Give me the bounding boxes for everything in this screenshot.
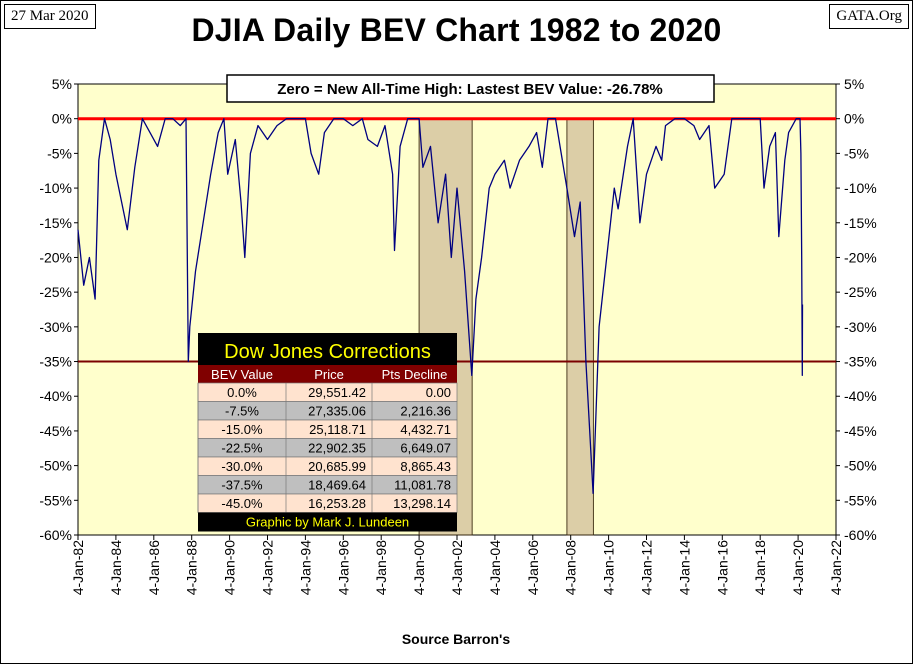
x-tick-label: 4-Jan-82: [70, 540, 86, 595]
y-tick-label-right: 5%: [844, 76, 864, 92]
table-cell: 0.00: [426, 385, 451, 400]
annotation-text: Zero = New All-Time High: Lastest BEV Va…: [277, 81, 663, 98]
table-title: Dow Jones Corrections: [224, 341, 431, 363]
chart-title: DJIA Daily BEV Chart 1982 to 2020: [191, 12, 722, 48]
table-cell: 18,469.64: [308, 478, 366, 493]
y-tick-label-right: -30%: [844, 319, 877, 335]
y-tick-label-right: -25%: [844, 284, 877, 300]
x-tick-label: 4-Jan-20: [790, 540, 806, 595]
y-tick-label-right: -15%: [844, 215, 877, 231]
table-cell: 6,649.07: [400, 441, 451, 456]
site-label: GATA.Org: [829, 4, 909, 29]
x-tick-label: 4-Jan-94: [297, 540, 313, 595]
table-cell: -30.0%: [221, 459, 263, 474]
y-tick-label-right: -20%: [844, 249, 877, 265]
y-tick-label-right: -40%: [844, 388, 877, 404]
x-tick-label: 4-Jan-16: [714, 540, 730, 595]
y-tick-label-right: -60%: [844, 527, 877, 543]
table-cell: 29,551.42: [308, 385, 366, 400]
y-tick-label: 0%: [52, 111, 72, 127]
y-tick-label: 5%: [52, 76, 72, 92]
table-footer: Graphic by Mark J. Lundeen: [246, 515, 409, 530]
table-cell: 25,118.71: [309, 422, 366, 437]
table-cell: 11,081.78: [394, 478, 451, 493]
table-header-cell: Price: [314, 367, 344, 382]
y-tick-label: -35%: [39, 354, 72, 370]
x-tick-label: 4-Jan-98: [373, 540, 389, 595]
y-tick-label: -50%: [39, 458, 72, 474]
x-tick-label: 4-Jan-12: [639, 540, 655, 595]
x-tick-label: 4-Jan-84: [108, 540, 124, 595]
x-tick-label: 4-Jan-08: [563, 540, 579, 595]
table-cell: 16,253.28: [308, 496, 366, 511]
x-tick-label: 4-Jan-18: [752, 540, 768, 595]
x-tick-label: 4-Jan-06: [525, 540, 541, 595]
x-tick-label: 4-Jan-04: [487, 540, 503, 595]
x-tick-label: 4-Jan-88: [184, 540, 200, 595]
y-tick-label-right: -55%: [844, 492, 877, 508]
x-axis-label: Source Barron's: [402, 631, 511, 647]
table-cell: -15.0%: [221, 422, 263, 437]
y-tick-label: -40%: [39, 388, 72, 404]
x-tick-label: 4-Jan-10: [601, 540, 617, 595]
y-tick-label: -5%: [47, 145, 72, 161]
x-tick-label: 4-Jan-14: [676, 540, 692, 595]
y-tick-label-right: 0%: [844, 111, 864, 127]
table-cell: -7.5%: [225, 404, 259, 419]
x-tick-label: 4-Jan-92: [260, 540, 276, 595]
y-tick-label-right: -5%: [844, 145, 869, 161]
bev-series-line: [77, 118, 804, 495]
table-header-row: [198, 365, 457, 383]
date-label: 27 Mar 2020: [4, 4, 96, 29]
y-tick-label: -30%: [39, 319, 72, 335]
table-footer-bar: [198, 512, 457, 532]
y-tick-label: -15%: [39, 215, 72, 231]
table-cell: 27,335.06: [308, 404, 366, 419]
table-cell: 13,298.14: [393, 496, 451, 511]
table-cell: -45.0%: [221, 496, 263, 511]
table-cell: 0.0%: [227, 385, 257, 400]
y-tick-label-right: -45%: [844, 423, 877, 439]
corrections-table: Dow Jones Corrections BEV Value Price Pts D…: [197, 333, 458, 532]
x-tick-label: 4-Jan-22: [828, 540, 844, 595]
x-tick-label: 4-Jan-00: [411, 540, 427, 595]
annotation-box: [226, 74, 715, 103]
y-tick-label: -55%: [39, 492, 72, 508]
x-tick-label: 4-Jan-96: [335, 540, 351, 595]
y-tick-label: -10%: [39, 180, 72, 196]
table-header-cell: BEV Value: [211, 367, 273, 382]
y-tick-label: -45%: [39, 423, 72, 439]
table-cell: 22,902.35: [308, 441, 366, 456]
table-header-cell: Pts Decline: [382, 367, 448, 382]
table-cell: 4,432.71: [400, 422, 451, 437]
table-cell: 8,865.43: [400, 459, 451, 474]
x-tick-label: 4-Jan-90: [222, 540, 238, 595]
table-cell: -37.5%: [221, 478, 263, 493]
y-tick-label-right: -50%: [844, 458, 877, 474]
table-cell: 20,685.99: [308, 459, 366, 474]
table-cell: 2,216.36: [400, 404, 451, 419]
shaded-region: [566, 118, 594, 536]
y-tick-label: -60%: [39, 527, 72, 543]
x-tick-label: 4-Jan-86: [146, 540, 162, 595]
x-tick-label: 4-Jan-02: [449, 540, 465, 595]
y-tick-label-right: -35%: [844, 354, 877, 370]
table-title-bar: [198, 333, 457, 365]
y-tick-label: -25%: [39, 284, 72, 300]
table-cell: -22.5%: [221, 441, 263, 456]
y-tick-label: -20%: [39, 249, 72, 265]
y-tick-label-right: -10%: [844, 180, 877, 196]
